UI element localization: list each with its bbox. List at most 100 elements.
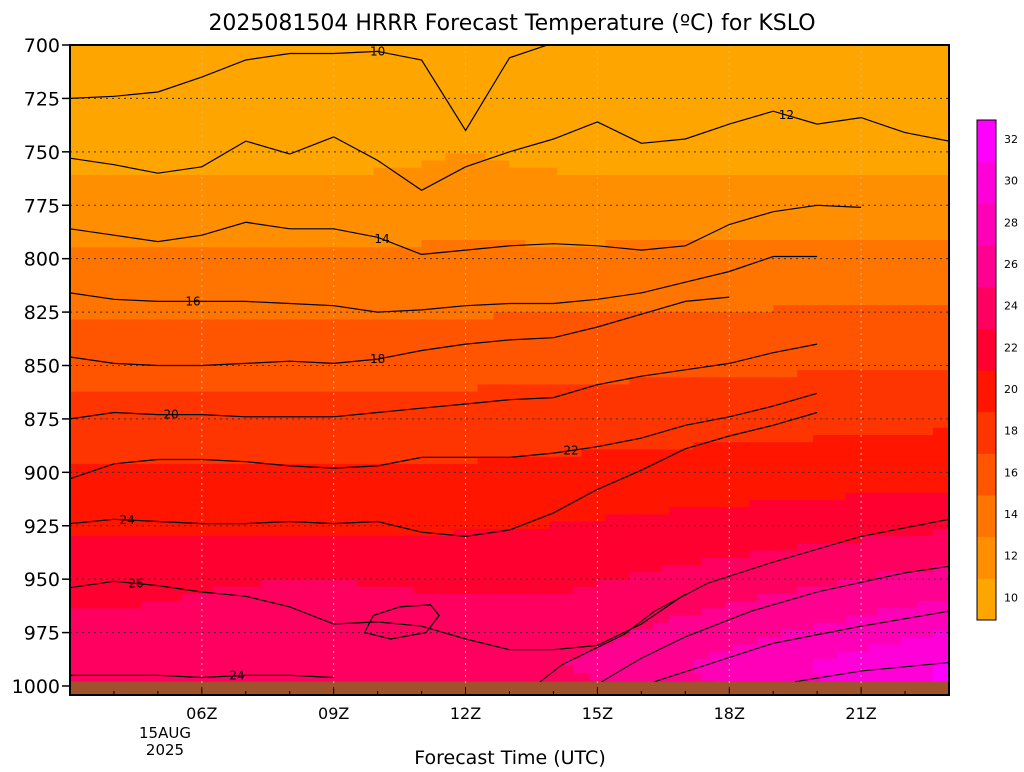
field-cell (157, 88, 167, 97)
field-cell (117, 131, 127, 140)
field-cell (205, 427, 215, 436)
field-cell (437, 391, 447, 400)
field-cell (261, 550, 271, 559)
field-cell (109, 550, 119, 559)
field-cell (269, 131, 279, 140)
field-cell (477, 536, 487, 544)
field-cell (70, 485, 79, 494)
field-cell (70, 131, 79, 140)
field-cell (237, 608, 247, 617)
field-cell (477, 146, 487, 154)
field-cell (141, 377, 151, 386)
field-cell (173, 615, 183, 624)
field-cell (469, 442, 479, 451)
field-cell (173, 138, 183, 147)
field-cell (109, 565, 119, 573)
field-cell (309, 637, 319, 646)
field-cell (117, 124, 127, 133)
field-cell (141, 637, 151, 646)
field-cell (93, 492, 103, 501)
field-cell (493, 110, 503, 118)
field-cell (293, 391, 303, 400)
field-cell (405, 601, 415, 609)
field-cell (197, 261, 207, 270)
field-cell (213, 500, 223, 508)
field-cell (317, 196, 327, 205)
field-cell (461, 88, 471, 97)
field-cell (77, 218, 87, 227)
field-cell (413, 268, 423, 277)
field-cell (253, 370, 263, 378)
field-cell (493, 283, 503, 292)
field-cell (477, 579, 487, 588)
field-cell (77, 283, 87, 292)
field-cell (157, 348, 167, 357)
field-cell (213, 449, 223, 458)
field-cell (357, 52, 367, 61)
field-cell (309, 370, 319, 378)
field-cell (133, 297, 143, 306)
field-cell (397, 88, 407, 97)
field-cell (493, 276, 503, 284)
field-cell (493, 586, 503, 595)
field-cell (293, 341, 303, 349)
field-cell (493, 427, 503, 436)
field-cell (477, 153, 487, 162)
field-cell (125, 319, 135, 328)
field-cell (413, 572, 423, 581)
field-cell (133, 384, 143, 393)
field-cell (133, 211, 143, 219)
field-cell (373, 261, 383, 270)
field-cell (341, 319, 351, 328)
field-cell (117, 175, 127, 183)
field-cell (389, 290, 399, 299)
field-cell (341, 333, 351, 342)
field-cell (453, 362, 463, 371)
field-cell (109, 203, 119, 212)
field-cell (445, 536, 455, 544)
field-cell (365, 528, 375, 537)
field-cell (269, 312, 279, 321)
field-cell (197, 196, 207, 205)
field-cell (85, 211, 95, 219)
field-cell (309, 507, 319, 516)
field-cell (70, 593, 79, 602)
field-cell (117, 312, 127, 321)
field-cell (469, 182, 479, 191)
field-cell (125, 651, 135, 660)
field-cell (205, 500, 215, 508)
field-cell (221, 362, 231, 371)
field-cell (317, 391, 327, 400)
field-cell (261, 536, 271, 544)
field-cell (261, 593, 271, 602)
field-cell (477, 312, 487, 321)
field-cell (509, 333, 519, 342)
field-cell (325, 622, 335, 631)
field-cell (221, 637, 231, 646)
field-cell (405, 167, 415, 176)
field-cell (501, 110, 511, 118)
field-cell (445, 333, 455, 342)
field-cell (133, 138, 143, 147)
field-cell (269, 247, 279, 256)
field-cell (373, 608, 383, 617)
field-cell (133, 59, 143, 68)
field-cell (477, 254, 487, 263)
field-cell (381, 420, 391, 429)
field-cell (309, 225, 319, 234)
field-cell (333, 637, 343, 646)
field-cell (181, 557, 191, 566)
field-cell (341, 406, 351, 414)
field-cell (221, 572, 231, 581)
field-cell (469, 124, 479, 133)
field-cell (477, 66, 487, 75)
field-cell (77, 73, 87, 82)
field-cell (93, 146, 103, 154)
field-cell (253, 102, 263, 111)
field-cell (285, 637, 295, 646)
field-cell (117, 442, 127, 451)
field-cell (237, 326, 247, 335)
field-cell (125, 225, 135, 234)
field-cell (85, 362, 95, 371)
